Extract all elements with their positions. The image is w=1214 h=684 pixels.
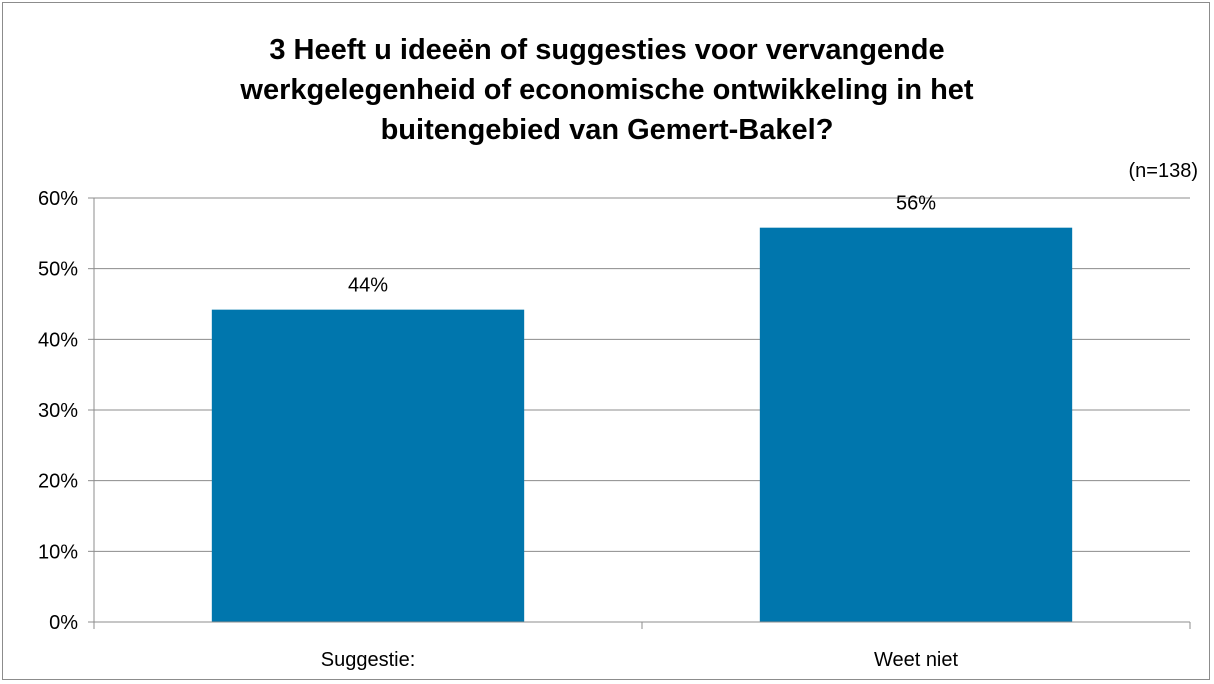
y-tick-label: 0% bbox=[49, 612, 78, 634]
y-tick-label: 30% bbox=[38, 400, 78, 422]
y-tick-label: 50% bbox=[38, 259, 78, 281]
y-tick-label: 40% bbox=[38, 329, 78, 351]
y-tick-label: 20% bbox=[38, 471, 78, 493]
chart-title: 3 Heeft u ideeën of suggesties voor verv… bbox=[240, 34, 974, 146]
data-label: 44% bbox=[348, 275, 388, 297]
bar bbox=[211, 309, 525, 622]
bar bbox=[759, 227, 1073, 622]
y-tick-label: 60% bbox=[38, 188, 78, 210]
data-label: 56% bbox=[896, 193, 936, 215]
y-tick-label: 10% bbox=[38, 541, 78, 563]
x-tick-label: Suggestie: bbox=[321, 649, 416, 671]
sample-size-note: (n=138) bbox=[1128, 160, 1199, 182]
x-tick-label: Weet niet bbox=[874, 649, 959, 671]
